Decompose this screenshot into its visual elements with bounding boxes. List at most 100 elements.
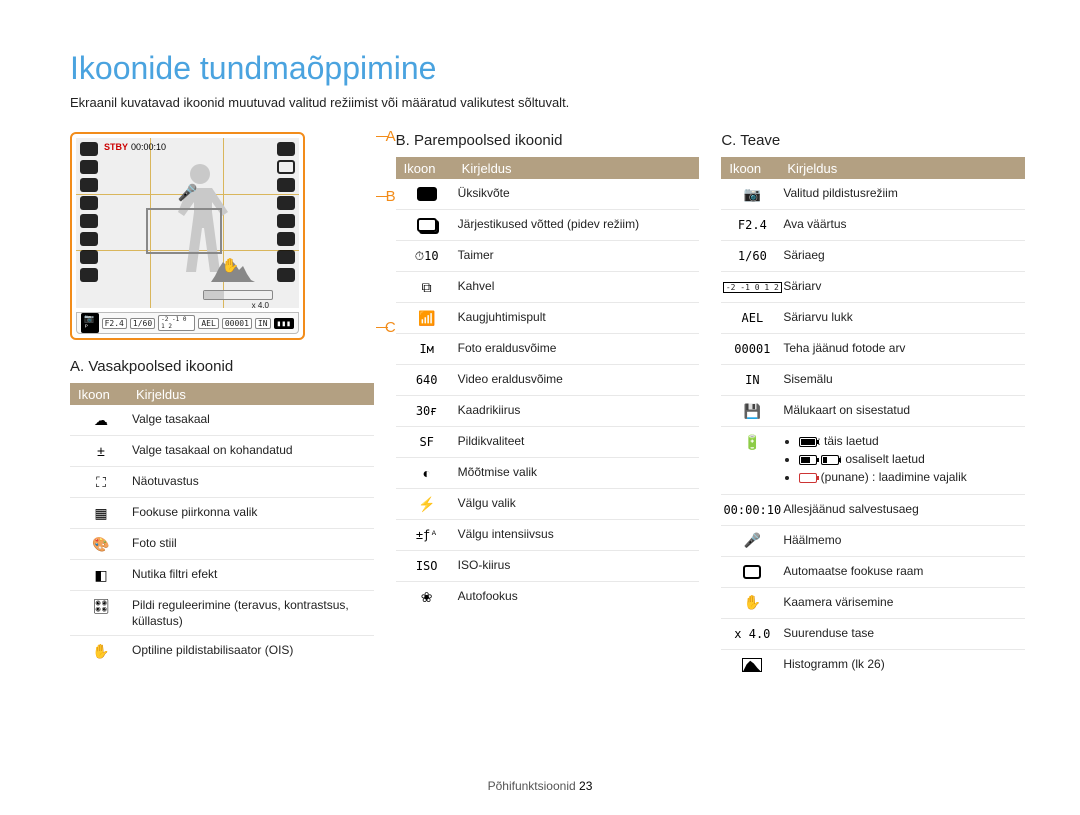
diagram-statusbar: 📷ᴾ F2.4 1/60 -2 -1 0 1 2 AEL 00001 IN ▮▮… xyxy=(76,312,299,334)
mode-chip: 📷ᴾ xyxy=(81,313,99,333)
table-row: 1/60 Säriaeg xyxy=(721,241,1025,272)
table-row: 🎨Foto stiil xyxy=(70,529,374,560)
table-row: ✋ Kaamera värisemine xyxy=(721,588,1025,619)
diagram-left-icons xyxy=(80,142,98,282)
res-p-icon: Iм xyxy=(419,342,433,356)
battery-icon: 🔋 xyxy=(744,434,761,451)
row-desc: Autofookus xyxy=(458,588,700,604)
remote-icon: 📶 xyxy=(418,310,435,327)
row-desc: Foto stiil xyxy=(132,535,374,551)
txt-icon: 1/60 xyxy=(738,249,767,263)
table-row: AELSäriarvu lukk xyxy=(721,303,1025,334)
txt-icon: 00:00:10 xyxy=(723,503,781,517)
face-icon: ⛶ xyxy=(96,474,106,491)
res-v-icon: 640 xyxy=(416,373,438,387)
row-desc: Optiline pildistabilisaator (OIS) xyxy=(132,642,374,658)
table-row: 30ғKaadrikiirus xyxy=(396,396,700,427)
row-desc: Kahvel xyxy=(458,278,700,294)
table-row: ⧉Kahvel xyxy=(396,272,700,303)
shake-icon: ✋ xyxy=(744,594,761,611)
row-desc: Foto eraldusvõime xyxy=(458,340,700,356)
row-desc: Histogramm (lk 26) xyxy=(783,656,1025,672)
table-row: SF Pildikvaliteet xyxy=(396,427,700,458)
table-row: ◐Mõõtmise valik xyxy=(396,458,700,489)
meter-icon: ◐ xyxy=(422,465,430,481)
table-header-c: Ikoon Kirjeldus xyxy=(721,157,1025,179)
battery-chip: ▮▮▮ xyxy=(274,318,294,329)
txt-icon: 00001 xyxy=(734,342,770,356)
table-row: Histogramm (lk 26) xyxy=(721,650,1025,680)
row-desc: Pildikvaliteet xyxy=(458,433,700,449)
table-row: ⚡Välgu valik xyxy=(396,489,700,520)
table-a: ☁Valge tasakaal ± Valge tasakaal on kohand… xyxy=(70,405,374,666)
ev-scale-icon: -2 -1 0 1 2 xyxy=(723,282,782,293)
af-icon: ❀ xyxy=(421,589,433,606)
mode-icon: 📷 xyxy=(744,186,761,203)
table-row: ▦ Fookuse piirkonna valik xyxy=(70,498,374,529)
row-desc: Üksikvõte xyxy=(458,185,700,201)
ois-icon: ✋ xyxy=(92,643,109,660)
table-row: 🎛Pildi reguleerimine (teravus, kontrasts… xyxy=(70,591,374,636)
table-row: x 4.0 Suurenduse tase xyxy=(721,619,1025,650)
mic-icon: 🎤 xyxy=(744,532,761,549)
row-desc: Sisemälu xyxy=(783,371,1025,387)
row-desc: Häälmemo xyxy=(783,532,1025,548)
zoom-text: x 4.0 xyxy=(252,301,269,308)
table-row: F2.4 Ava väärtus xyxy=(721,210,1025,241)
focus-area-icon: ▦ xyxy=(94,505,107,522)
cloud-icon: ☁ xyxy=(94,412,108,429)
table-c: 📷 Valitud pildistusrežiim F2.4 Ava väärtus 1… xyxy=(721,179,1025,680)
row-desc: Järjestikused võtted (pidev režiim) xyxy=(458,216,700,232)
table-row: ☁Valge tasakaal xyxy=(70,405,374,436)
row-desc: Nutika filtri efekt xyxy=(132,566,374,582)
timer-icon: ⏱10 xyxy=(415,249,439,264)
quality-icon: SF xyxy=(419,435,433,449)
hand-shake-icon: ✋ xyxy=(222,257,239,274)
row-desc: Kaamera värisemine xyxy=(783,594,1025,610)
section-b-title: B. Parempoolsed ikoonid xyxy=(396,132,700,149)
smart-icon: ◧ xyxy=(94,567,107,584)
iso-icon: ISO xyxy=(416,559,438,573)
page-subtitle: Ekraanil kuvatavad ikoonid muutuvad vali… xyxy=(70,95,1025,110)
row-desc: Teha jäänud fotode arv xyxy=(783,340,1025,356)
row-desc: Automaatse fookuse raam xyxy=(783,563,1025,579)
section-a-title: A. Vasakpoolsed ikoonid xyxy=(70,358,374,375)
diagram-right-icons xyxy=(277,142,295,282)
column-right: C. Teave Ikoon Kirjeldus 📷Valitud pildis… xyxy=(721,132,1025,680)
af-frame xyxy=(146,208,222,254)
ael-icon: AEL xyxy=(742,311,764,325)
row-desc: : täis laetud : osaliselt laetud (punane… xyxy=(783,433,1025,488)
table-row: Iм Foto eraldusvõime xyxy=(396,334,700,365)
row-desc: Valge tasakaal on kohandatud xyxy=(132,442,374,458)
adjust-icon: 🎛 xyxy=(92,598,110,615)
af-frame-icon xyxy=(743,565,761,579)
row-desc: Ava väärtus xyxy=(783,216,1025,232)
row-desc: Kaadrikiirus xyxy=(458,402,700,418)
row-desc: Allesjäänud salvestusaeg xyxy=(783,501,1025,517)
table-row: 🔋 : täis laetud : osaliselt laetud (punan… xyxy=(721,427,1025,495)
single-shot-icon xyxy=(417,187,437,201)
row-desc: Fookuse piirkonna valik xyxy=(132,504,374,520)
column-middle: B. Parempoolsed ikoonid Ikoon Kirjeldus … xyxy=(396,132,700,680)
table-row: 📷 Valitud pildistusrežiim xyxy=(721,179,1025,210)
row-desc: Valitud pildistusrežiim xyxy=(783,185,1025,201)
table-row: Automaatse fookuse raam xyxy=(721,557,1025,588)
table-row: ◧ Nutika filtri efekt xyxy=(70,560,374,591)
page-footer: Põhifunktsioonid 23 xyxy=(0,779,1080,793)
row-desc: Säriarv xyxy=(783,278,1025,294)
row-desc: Suurenduse tase xyxy=(783,625,1025,641)
txt-icon: F2.4 xyxy=(738,218,767,232)
table-row: 00001 Teha jäänud fotode arv xyxy=(721,334,1025,365)
table-row: -2 -1 0 1 2Säriarv xyxy=(721,272,1025,303)
table-header-a: Ikoon Kirjeldus xyxy=(70,383,374,405)
page-title: Ikoonide tundmaõppimine xyxy=(70,50,1025,87)
column-left: STBY00:00:10 🎤 xyxy=(70,132,374,680)
in-icon: IN xyxy=(745,373,759,387)
table-row: ISOISO-kiirus xyxy=(396,551,700,582)
zoom-icon: x 4.0 xyxy=(734,627,770,641)
table-row: ±ƒᴬVälgu intensiivsus xyxy=(396,520,700,551)
table-header-b: Ikoon Kirjeldus xyxy=(396,157,700,179)
wb-adj-icon: ± xyxy=(97,443,105,459)
row-desc: Säriaeg xyxy=(783,247,1025,263)
continuous-icon xyxy=(417,218,437,232)
